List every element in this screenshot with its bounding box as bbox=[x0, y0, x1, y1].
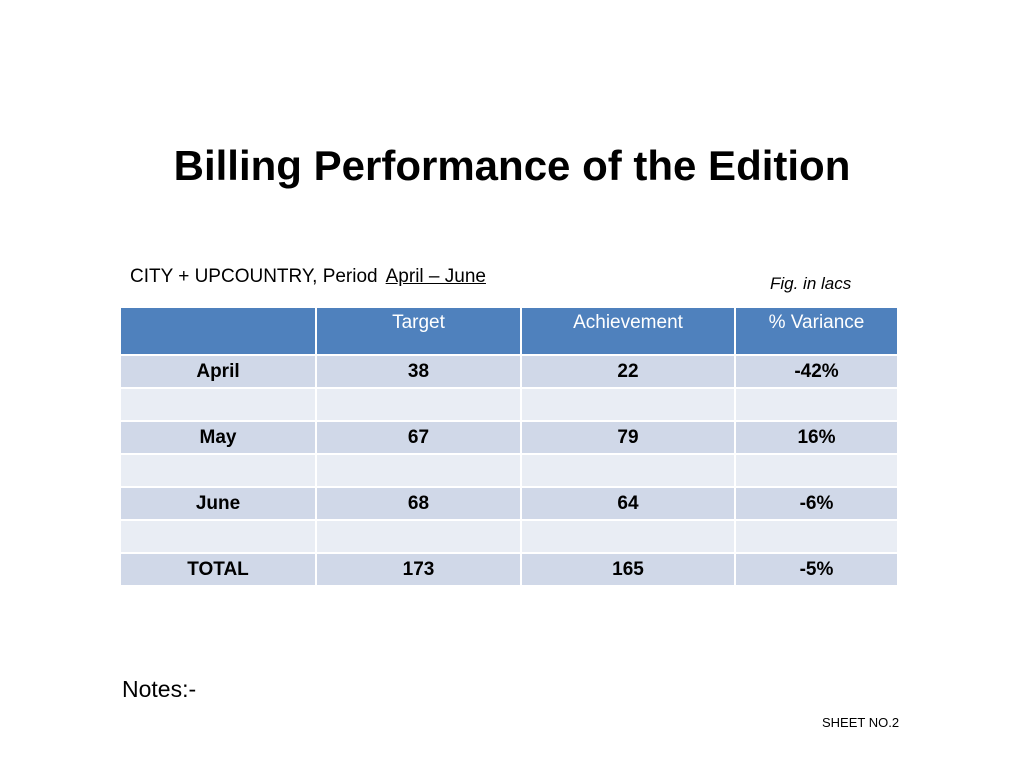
variance-cell: -42% bbox=[734, 354, 899, 389]
target-cell: 38 bbox=[315, 354, 522, 389]
achievement-cell bbox=[520, 453, 736, 488]
target-cell: 67 bbox=[315, 420, 522, 455]
table-row: May 67 79 16% bbox=[119, 420, 899, 455]
notes-label: Notes:- bbox=[122, 676, 197, 702]
achievement-cell: 64 bbox=[520, 486, 736, 521]
achievement-cell: 79 bbox=[520, 420, 736, 455]
header-cell-label bbox=[119, 306, 317, 356]
unit-note: Fig. in lacs bbox=[770, 274, 852, 293]
variance-cell: -5% bbox=[734, 552, 899, 587]
header-cell-variance: % Variance bbox=[734, 306, 899, 356]
row-label-cell bbox=[119, 453, 317, 488]
table-row bbox=[119, 453, 899, 488]
table-row-total: TOTAL 173 165 -5% bbox=[119, 552, 899, 587]
target-cell bbox=[315, 453, 522, 488]
row-label-cell: June bbox=[119, 486, 317, 521]
table-row bbox=[119, 387, 899, 422]
table-row: June 68 64 -6% bbox=[119, 486, 899, 521]
achievement-cell: 165 bbox=[520, 552, 736, 587]
achievement-cell bbox=[520, 387, 736, 422]
billing-table: Target Achievement % Variance April 38 2… bbox=[119, 306, 899, 587]
variance-cell bbox=[734, 453, 899, 488]
period-label: April – June bbox=[385, 266, 486, 287]
variance-cell bbox=[734, 519, 899, 554]
target-cell: 68 bbox=[315, 486, 522, 521]
table-row: April 38 22 -42% bbox=[119, 354, 899, 389]
sheet-number: SHEET NO.2 bbox=[822, 715, 900, 730]
table-row bbox=[119, 519, 899, 554]
row-label-cell: May bbox=[119, 420, 317, 455]
variance-cell bbox=[734, 387, 899, 422]
row-label-cell: TOTAL bbox=[119, 552, 317, 587]
header-cell-target: Target bbox=[315, 306, 522, 356]
page-title: Billing Performance of the Edition bbox=[173, 142, 851, 189]
header-cell-achievement: Achievement bbox=[520, 306, 736, 356]
achievement-cell bbox=[520, 519, 736, 554]
row-label-cell: April bbox=[119, 354, 317, 389]
target-cell bbox=[315, 519, 522, 554]
row-label-cell bbox=[119, 387, 317, 422]
scope-label: CITY + UPCOUNTRY, Period bbox=[130, 266, 378, 287]
table-header-row: Target Achievement % Variance bbox=[119, 306, 899, 356]
row-label-cell bbox=[119, 519, 317, 554]
subtitle: CITY + UPCOUNTRY, Period April – June bbox=[130, 264, 486, 290]
variance-cell: 16% bbox=[734, 420, 899, 455]
achievement-cell: 22 bbox=[520, 354, 736, 389]
target-cell bbox=[315, 387, 522, 422]
variance-cell: -6% bbox=[734, 486, 899, 521]
target-cell: 173 bbox=[315, 552, 522, 587]
